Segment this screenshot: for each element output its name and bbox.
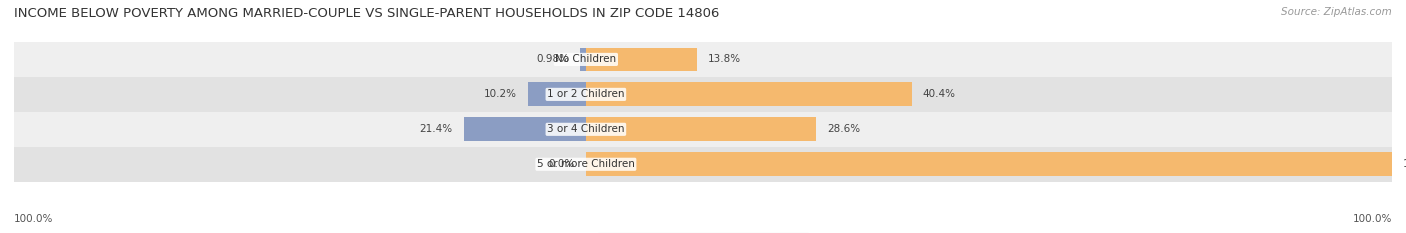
Text: 1 or 2 Children: 1 or 2 Children — [547, 89, 624, 99]
Text: No Children: No Children — [555, 55, 616, 64]
Bar — [14, 42, 1392, 77]
Bar — [581, 48, 586, 71]
Bar — [586, 82, 911, 106]
Text: 100.0%: 100.0% — [1353, 214, 1392, 224]
Text: INCOME BELOW POVERTY AMONG MARRIED-COUPLE VS SINGLE-PARENT HOUSEHOLDS IN ZIP COD: INCOME BELOW POVERTY AMONG MARRIED-COUPL… — [14, 7, 720, 20]
Bar — [586, 48, 697, 71]
Text: 0.0%: 0.0% — [548, 159, 575, 169]
Text: 21.4%: 21.4% — [419, 124, 453, 134]
Bar — [464, 117, 586, 141]
Bar — [14, 147, 1392, 182]
Text: 40.4%: 40.4% — [922, 89, 956, 99]
Text: 10.2%: 10.2% — [484, 89, 516, 99]
Bar — [586, 117, 817, 141]
Text: 0.98%: 0.98% — [536, 55, 569, 64]
Text: 100.0%: 100.0% — [1403, 159, 1406, 169]
Bar — [586, 152, 1392, 176]
Bar — [14, 112, 1392, 147]
Bar — [527, 82, 586, 106]
Text: 5 or more Children: 5 or more Children — [537, 159, 636, 169]
Text: 3 or 4 Children: 3 or 4 Children — [547, 124, 624, 134]
Bar — [14, 77, 1392, 112]
Text: 100.0%: 100.0% — [14, 214, 53, 224]
Text: 28.6%: 28.6% — [828, 124, 860, 134]
Text: 13.8%: 13.8% — [709, 55, 741, 64]
Text: Source: ZipAtlas.com: Source: ZipAtlas.com — [1281, 7, 1392, 17]
